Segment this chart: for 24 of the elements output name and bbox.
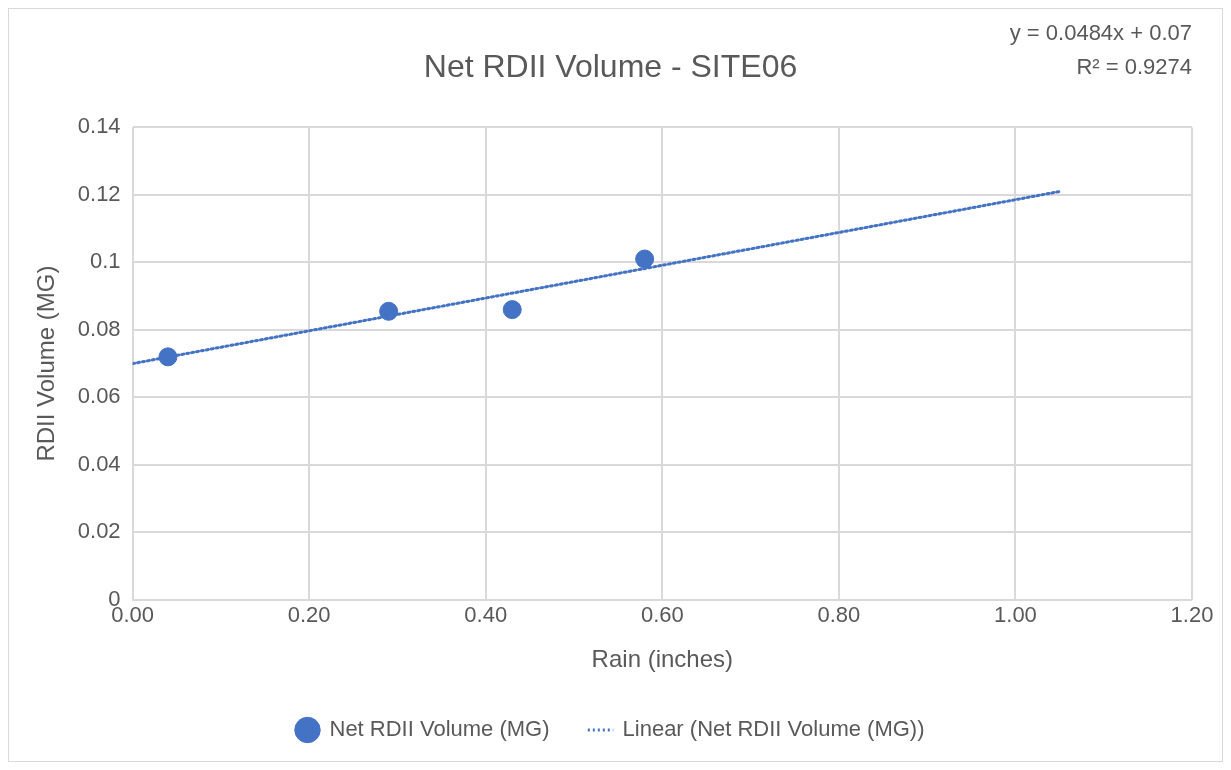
y-tick-label: 0.1 [90, 248, 121, 274]
legend-label: Linear (Net RDII Volume (MG)) [622, 716, 925, 742]
y-tick-label: 0.08 [77, 315, 121, 341]
x-axis-title: Rain (inches) [591, 645, 733, 673]
y-tick-label: 0.06 [77, 383, 121, 409]
y-tick-label: 0.02 [77, 518, 121, 544]
y-axis-title: RDII Volume (MG) [32, 265, 60, 462]
legend-label: Net RDII Volume (MG) [329, 716, 550, 742]
chart-title: Net RDII Volume - SITE06 [423, 48, 798, 85]
y-tick-label: 0.04 [77, 450, 121, 476]
x-tick-label: 1.20 [1170, 602, 1214, 628]
x-tick-label: 0.20 [287, 602, 331, 628]
point [635, 249, 655, 269]
y-tick-label: 0.12 [77, 180, 121, 206]
x-tick-label: 0.80 [817, 602, 861, 628]
x-tick-label: 0.60 [640, 602, 684, 628]
point [379, 301, 399, 321]
x-tick-label: 0.40 [464, 602, 508, 628]
x-tick-label: 1.00 [994, 602, 1037, 628]
point [158, 347, 178, 367]
text: y = 0.0484x + 0.07 [1009, 20, 1192, 46]
y-tick-label: 0.14 [77, 113, 121, 139]
text: R² = 0.9274 [1076, 54, 1192, 80]
point [502, 300, 522, 320]
